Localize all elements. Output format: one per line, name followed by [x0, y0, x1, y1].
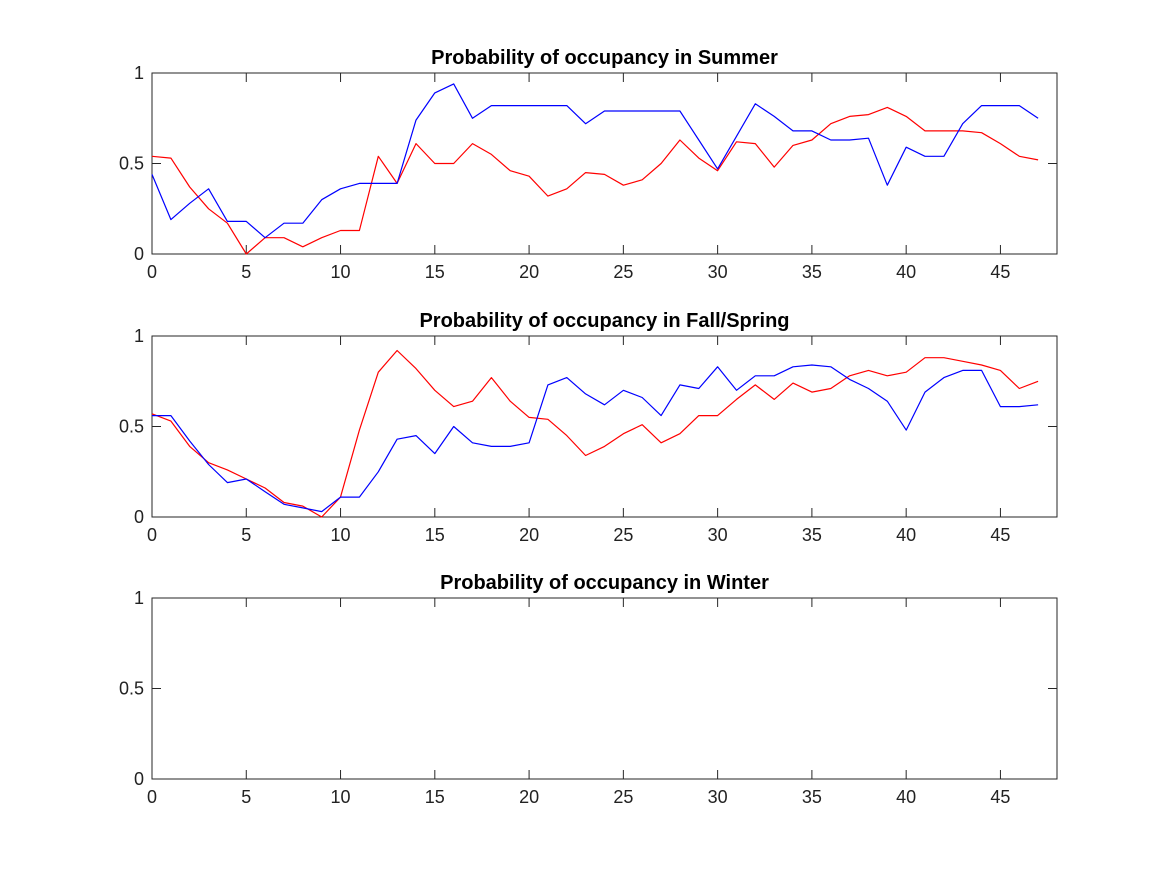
- x-tick-label: 45: [990, 787, 1010, 807]
- series-line-blue: [151, 83, 1039, 239]
- x-tick-label: 5: [241, 262, 251, 282]
- y-tick-label: 1: [134, 326, 144, 346]
- x-tick-label: 25: [613, 787, 633, 807]
- x-tick-label: 25: [613, 262, 633, 282]
- axes-box: [151, 72, 1058, 255]
- x-tick-label: 30: [708, 787, 728, 807]
- y-tick-label: 0.5: [119, 154, 144, 174]
- chart-winter: 0 5 10 15 20 25 30 35 40 45 0 0.5 1 Probability of oc…: [119, 572, 1058, 807]
- x-tick-label: 40: [896, 262, 916, 282]
- y-tick-label: 1: [134, 588, 144, 608]
- x-tick-label: 15: [425, 787, 445, 807]
- x-tick-label: 30: [708, 262, 728, 282]
- x-tick-label: 20: [519, 787, 539, 807]
- series-line-blue: [152, 364, 1039, 513]
- x-tick-label: 10: [331, 262, 351, 282]
- x-tick-label: 0: [147, 787, 157, 807]
- axes-box: [151, 335, 1058, 518]
- x-tick-label: 25: [613, 525, 633, 545]
- x-tick-label: 5: [241, 787, 251, 807]
- x-tick-label: 10: [331, 787, 351, 807]
- chart-title: Probability of occupancy in Winter: [440, 572, 769, 594]
- y-tick-label: 0: [134, 507, 144, 527]
- y-tick-label: 0: [134, 244, 144, 264]
- y-tick-label: 1: [134, 63, 144, 83]
- x-tick-label: 15: [425, 525, 445, 545]
- x-tick-label: 20: [519, 525, 539, 545]
- chart-title: Probability of occupancy in Summer: [431, 47, 778, 69]
- x-tick-label: 40: [896, 787, 916, 807]
- x-tick-label: 5: [241, 525, 251, 545]
- chart-summer: 0 5 10 15 20 25 30 35 40 45 0 0.5 1 Probability of oc…: [119, 47, 1058, 282]
- x-tick-label: 20: [519, 262, 539, 282]
- x-tick-label: 0: [147, 262, 157, 282]
- y-tick-label: 0: [134, 769, 144, 789]
- x-tick-label: 40: [896, 525, 916, 545]
- y-tick-label: 0.5: [119, 417, 144, 437]
- x-tick-label: 35: [802, 787, 822, 807]
- chart-fall-spring: 0 5 10 15 20 25 30 35 40 45 0 0.5 1 Probability of oc…: [119, 310, 1058, 545]
- axes-box: [151, 597, 1058, 780]
- x-tick-label: 30: [708, 525, 728, 545]
- x-tick-label: 45: [990, 262, 1010, 282]
- x-tick-label: 15: [425, 262, 445, 282]
- x-tick-label: 45: [990, 525, 1010, 545]
- series-line-red: [151, 349, 1039, 518]
- x-tick-label: 35: [802, 525, 822, 545]
- x-tick-label: 0: [147, 525, 157, 545]
- x-tick-label: 35: [802, 262, 822, 282]
- series-line-red: [151, 106, 1039, 255]
- chart-title: Probability of occupancy in Fall/Spring: [419, 310, 789, 332]
- x-tick-label: 10: [331, 525, 351, 545]
- y-tick-label: 0.5: [119, 679, 144, 699]
